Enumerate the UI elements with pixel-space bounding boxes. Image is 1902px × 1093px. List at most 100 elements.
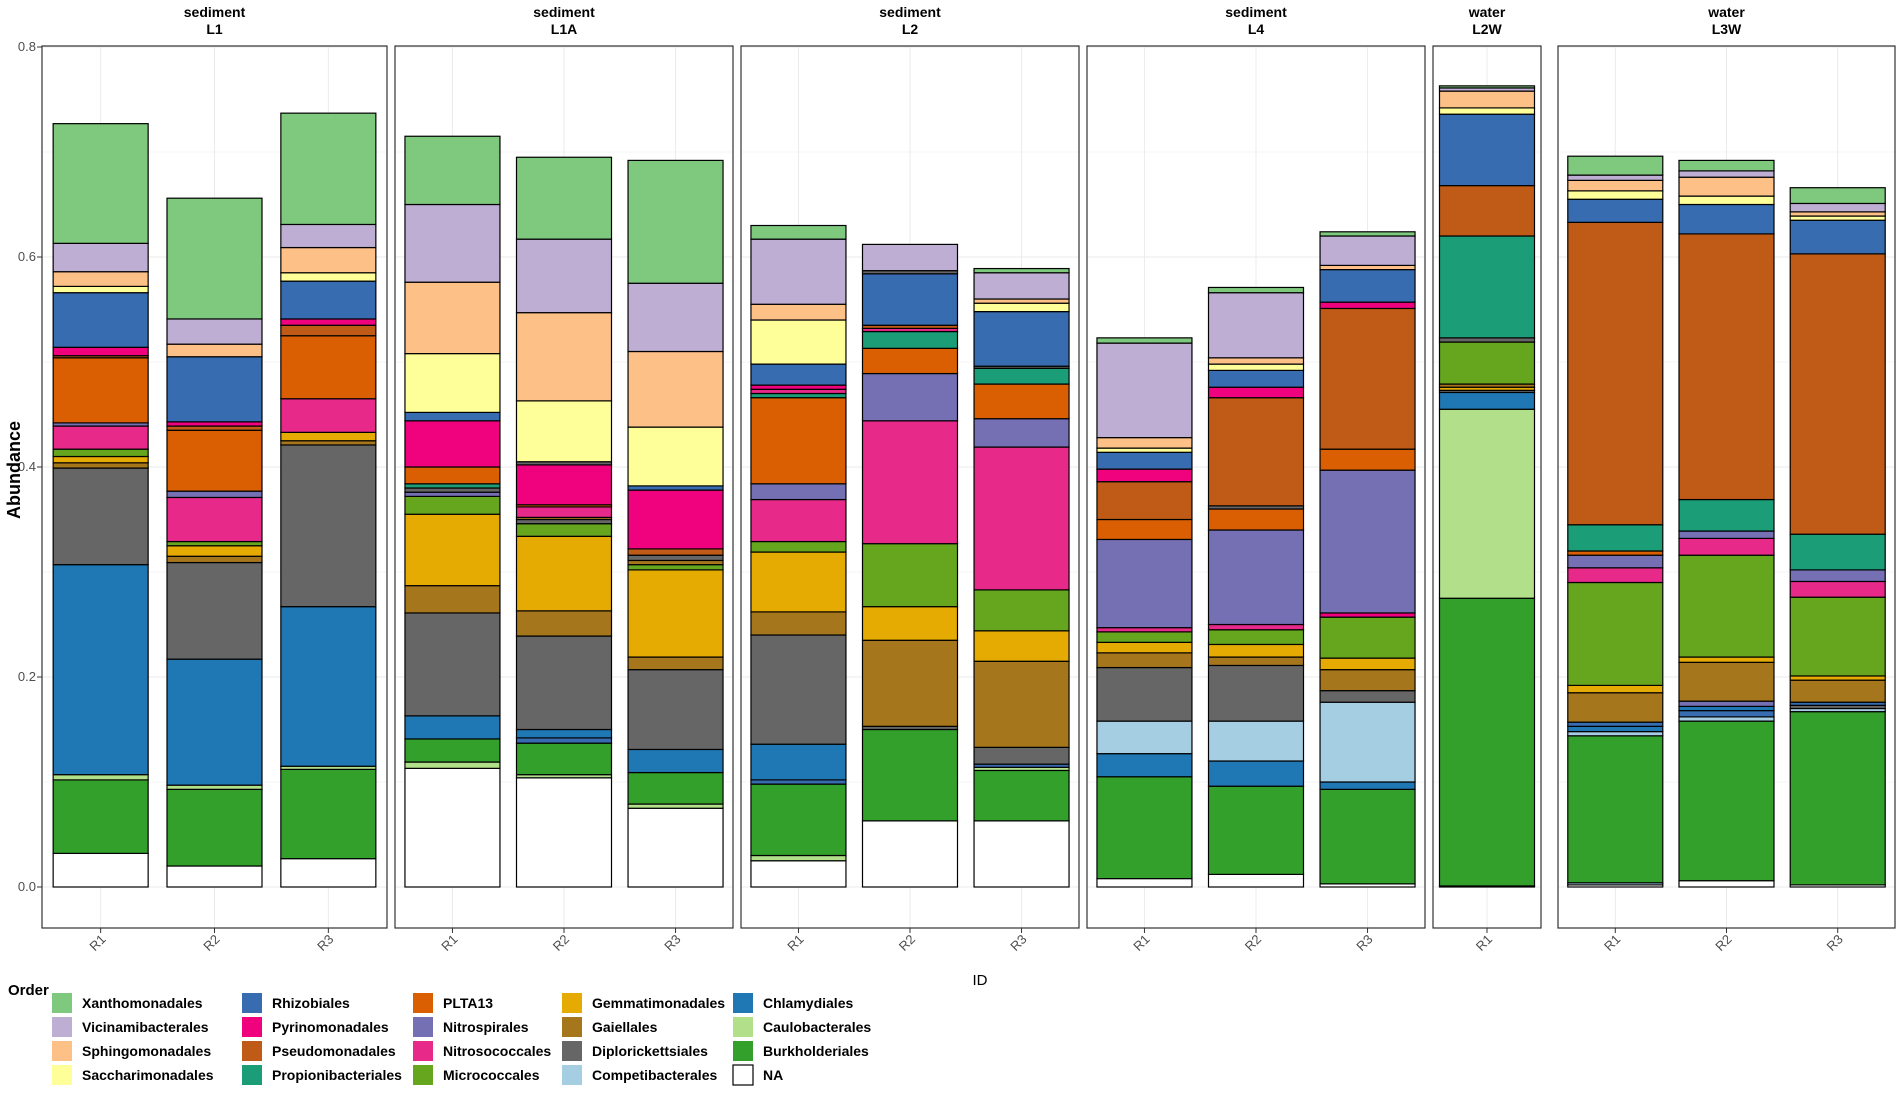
bar-segment-micrococcales [861, 543, 959, 608]
legend-swatch [413, 1041, 433, 1061]
legend-label: Micrococcales [443, 1067, 540, 1083]
bar-segment-xanthomonadales [750, 224, 847, 240]
bar-segment-na [1678, 880, 1775, 888]
legend-swatch [52, 1041, 72, 1061]
panel-border [1086, 45, 1426, 929]
bar-segment-nitrosococcales [52, 425, 149, 450]
bar-segment-caulobacterales [166, 784, 263, 790]
bar-segment-diplorickettsiales [52, 467, 149, 566]
bar-segment-chlamydiales [1319, 781, 1416, 790]
bar-segment-xanthomonadales [1319, 231, 1416, 237]
bar-segment-gemmatimonadales [750, 551, 847, 613]
bar-segment-pseudomonadales [1096, 481, 1193, 521]
bar-segment-rhizobiales [1096, 451, 1193, 470]
bar-segment-gaiellales [404, 585, 501, 614]
bar-segment-nitrospirales [1678, 700, 1775, 708]
bar-segment-sphingomonadales [1207, 357, 1305, 365]
bar-segment-pseudomonadales [1319, 307, 1416, 450]
bar-segment-pyrinomonadales [404, 420, 501, 468]
bar-segment-na [52, 852, 149, 888]
legend-label: Diplorickettsiales [592, 1043, 708, 1059]
bar-segment-gemmatimonadales [515, 535, 613, 612]
legend-label: Burkholderiales [763, 1043, 869, 1059]
legend-item-plta13: PLTA13 [413, 993, 493, 1013]
legend-swatch [52, 1017, 72, 1037]
bar-segment-saccharimonadales [404, 353, 501, 414]
bar-segment-nitrosococcales [1207, 623, 1305, 631]
legend-swatch [733, 1017, 753, 1037]
bar-segment-na [1096, 877, 1193, 888]
bar-segment-chlamydiales [627, 748, 724, 774]
bar-segment-burkholderiales [1567, 735, 1664, 884]
bar-segment-micrococcales [1567, 581, 1664, 687]
strip-label-type: water [1468, 4, 1506, 20]
bar-segment-xanthomonadales [280, 112, 377, 226]
bar-segment-burkholderiales [280, 768, 377, 860]
bar-segment-xanthomonadales [166, 197, 263, 320]
bar-segment-micrococcales [627, 564, 724, 571]
legend-label: Chlamydiales [763, 995, 853, 1011]
bar-segment-micrococcales [1438, 341, 1536, 385]
y-tick-label: 0.4 [18, 459, 36, 474]
bar-segment-saccharimonadales [1207, 363, 1305, 372]
bar-segment-plta13 [750, 397, 847, 485]
y-tick-label: 0.6 [18, 249, 36, 264]
bar-segment-propionibacteriales [1789, 533, 1886, 571]
bar-segment-vicinamibacterales [1207, 292, 1305, 359]
panel-border [1557, 45, 1896, 929]
bar-segment-saccharimonadales [1438, 107, 1536, 115]
bar-segment-gaiellales [1789, 679, 1886, 703]
bar-segment-gaiellales [1567, 692, 1664, 723]
bar-segment-gemmatimonadales [1678, 656, 1775, 663]
legend-swatch [413, 1065, 433, 1085]
legend-label: Nitrospirales [443, 1019, 529, 1035]
bar-segment-gaiellales [973, 660, 1070, 748]
bar-segment-caulobacterales [627, 803, 724, 809]
bar-segment-micrococcales [973, 589, 1070, 632]
bar-segment-competibacterales [1096, 720, 1193, 755]
bar-segment-nitrospirales [750, 483, 847, 501]
bar-segment-propionibacteriales [1567, 524, 1664, 552]
bar-segment-sphingomonadales [1319, 264, 1416, 271]
bar-l1a-r1 [404, 135, 501, 888]
bar-segment-burkholderiales [52, 779, 149, 855]
bar-segment-propionibacteriales [750, 392, 847, 399]
bar-segment-saccharimonadales [750, 319, 847, 365]
bar-segment-sphingomonadales [750, 303, 847, 321]
bar-segment-nitrospirales [1207, 529, 1305, 626]
strip-label-site: L2W [1472, 21, 1502, 37]
bar-segment-chlamydiales [52, 564, 149, 776]
bar-segment-nitrosococcales [280, 398, 377, 433]
bar-segment-competibacterales [1207, 720, 1305, 762]
bar-segment-nitrospirales [1319, 469, 1416, 614]
bar-segment-diplorickettsiales [404, 487, 501, 493]
bar-segment-micrococcales [1207, 629, 1305, 646]
bar-segment-xanthomonadales [1438, 85, 1536, 89]
bar-segment-burkholderiales [1678, 720, 1775, 882]
strip-label-site: L1A [551, 21, 577, 37]
bar-segment-burkholderiales [1207, 785, 1305, 876]
bar-segment-plta13 [861, 347, 959, 375]
bar-segment-nitrospirales [973, 418, 1070, 448]
bar-segment-gaiellales [1096, 652, 1193, 669]
bar-segment-burkholderiales [973, 769, 1070, 822]
bar-l1-r3 [280, 112, 377, 888]
bar-segment-rhizobiales [1678, 709, 1775, 718]
bar-segment-diplorickettsiales [1207, 664, 1305, 722]
strip-label-site: L4 [1248, 21, 1265, 37]
bar-l3w-r2 [1678, 159, 1775, 888]
bar-segment-na [750, 860, 847, 888]
bar-segment-rhizobiales [404, 411, 501, 422]
bar-segment-gemmatimonadales [280, 431, 377, 442]
bar-l1a-r3 [627, 159, 724, 888]
bar-segment-xanthomonadales [1567, 155, 1664, 176]
legend-label: Pyrinomonadales [272, 1019, 389, 1035]
legend-item-na: NA [732, 1064, 783, 1086]
legend-item-pyrinomonadales: Pyrinomonadales [242, 1017, 389, 1037]
x-tick-label: R2 [1242, 932, 1264, 954]
x-tick-label: R1 [1130, 932, 1152, 954]
legend-label: NA [763, 1067, 783, 1083]
bar-segment-saccharimonadales [52, 285, 149, 294]
bar-segment-pyrinomonadales [1096, 468, 1193, 483]
